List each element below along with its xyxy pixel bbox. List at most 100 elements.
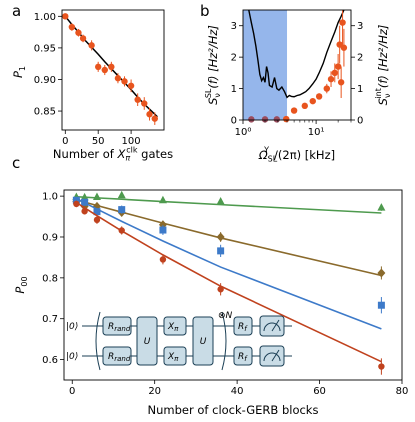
panel-b-shaded-band	[243, 10, 288, 120]
panel-c-y-tick-label: 0.9	[42, 232, 58, 243]
panel-b-right-y-tick-label: 1	[357, 84, 363, 95]
ket-bottom: |0⟩	[66, 352, 78, 362]
panel-a-data-point	[62, 13, 69, 20]
panel-c-y-tick-label: 0.6	[42, 355, 58, 366]
ket-top: |0⟩	[66, 322, 78, 332]
panel-b-left-y-tick-label: 3	[231, 21, 237, 32]
panel-b: 10⁰ 10¹ 0 1 2 3 0 1 2 3 ΩSLY/(2π) [kHz] SνSL(f) […	[204, 9, 392, 164]
panel-c-x-tick-label: 0	[69, 386, 75, 397]
panel-b-data-point	[283, 115, 290, 123]
panel-a: 0 50 100 0.85 0.90 0.95 1.00 Number of Xπclk g…	[11, 9, 173, 163]
u-gate-2: U	[192, 316, 214, 366]
panel-b-data-point	[334, 63, 342, 70]
svg-text:Rf: Rf	[238, 352, 248, 363]
panel-b-marker-point	[261, 116, 269, 123]
r-final-gate-bottom: Rf	[233, 346, 253, 366]
repeat-label: ⊗N	[218, 311, 233, 321]
panel-b-data-point	[331, 69, 338, 77]
panel-c-data-point-square	[81, 198, 89, 206]
panel-c-data-point-triangle	[92, 192, 101, 200]
measurement-icon-top	[259, 315, 285, 337]
x-pi-gate-bottom: Xπ	[163, 346, 187, 366]
panel-c-fit-curve-square	[76, 197, 382, 330]
panel-c-data-point-diamond	[377, 268, 386, 278]
panel-c-data-point-square	[118, 206, 126, 214]
panel-a-y-tick-label: 1.00	[34, 12, 56, 23]
panel-c-data-point-square	[159, 226, 167, 234]
x-pi-gate-top: Xπ	[163, 316, 187, 336]
circuit-diagram: |0⟩ |0⟩ Rrand Rrand U Xπ Xπ	[66, 311, 292, 371]
panel-b-left-y-axis-label: SνSL(f) [Hz²/Hz]	[204, 25, 222, 105]
panel-b-data-point	[290, 107, 298, 114]
panel-b-data-point	[339, 19, 346, 26]
panel-c-data-point-square	[377, 301, 385, 309]
panel-label-a: a	[12, 2, 21, 20]
panel-b-x-tick-label: 10⁰	[235, 127, 252, 138]
panel-c-data-point-circle	[81, 208, 88, 215]
panel-b-right-y-tick-label: 3	[357, 21, 363, 32]
panel-c-y-tick-label: 0.8	[42, 273, 58, 284]
panel-c-tick-layer: 0 20 40 60 80 0.6 0.7 0.8 0.9 1.0	[42, 192, 408, 397]
panel-a-y-tick-label: 0.95	[34, 43, 56, 54]
panel-c-data-point-triangle	[117, 190, 126, 199]
panel-b-left-y-tick-label: 1	[231, 84, 237, 95]
panel-c-data-point-square	[93, 208, 101, 216]
panel-label-c: c	[12, 154, 20, 172]
panel-a-y-axis-label: P1	[11, 66, 27, 78]
panel-a-data-point	[79, 35, 87, 42]
svg-text:U: U	[144, 337, 151, 347]
panel-b-data-point	[327, 75, 335, 83]
svg-text:Rf: Rf	[238, 322, 248, 333]
r-final-gate-top: Rf	[233, 316, 253, 336]
panel-a-data-point	[108, 63, 115, 71]
panel-b-right-y-tick-label: 0	[357, 116, 363, 127]
panel-c-data-point-triangle	[216, 196, 225, 205]
panel-a-data-point	[151, 115, 158, 122]
panel-b-left-y-tick-label: 2	[231, 53, 237, 64]
panel-b-spectrum-line	[248, 9, 345, 99]
panel-b-marker-point	[248, 116, 255, 123]
panel-c-data-point-triangle	[80, 192, 89, 201]
panel-b-data-point	[315, 93, 323, 100]
panel-b-data-point	[323, 85, 330, 92]
panel-c-x-axis-label: Number of clock-GERB blocks	[148, 403, 319, 417]
panel-c-x-tick-label: 80	[396, 386, 409, 397]
panel-c-data-point-square	[217, 247, 225, 255]
panel-a-data-point	[146, 111, 153, 118]
r-rand-gate-bottom: Rrand	[102, 346, 132, 366]
panel-b-x-tick-label: 10¹	[308, 127, 325, 138]
panel-b-data-point	[301, 102, 308, 110]
svg-text:Rrand: Rrand	[108, 322, 131, 333]
svg-text:Xπ: Xπ	[167, 352, 179, 363]
panel-c-y-axis-label: P00	[13, 276, 29, 293]
panel-a-data-point	[134, 96, 141, 103]
r-rand-gate-top: Rrand	[102, 316, 132, 336]
panel-a-data-point	[101, 66, 108, 74]
panel-b-axes-frame	[242, 9, 352, 121]
panel-b-data-point	[340, 44, 348, 51]
panel-a-y-tick-label: 0.85	[34, 107, 56, 118]
panel-c-data-point-triangle	[377, 203, 386, 211]
panel-label-b: b	[200, 2, 210, 20]
panel-a-data-point	[121, 78, 128, 85]
panel-c-data-point-square	[72, 196, 80, 204]
panel-c-data-point-diamond	[216, 232, 225, 242]
repeat-bracket-left	[95, 311, 101, 371]
panel-b-tick-layer: 10⁰ 10¹ 0 1 2 3 0 1 2 3	[231, 21, 364, 138]
panel-a-data-point	[88, 42, 95, 49]
panel-c-data-point-circle	[118, 227, 125, 234]
panel-c-data-point-circle	[217, 286, 224, 293]
panel-a-data-point	[141, 100, 148, 107]
panel-c-x-tick-label: 20	[148, 386, 161, 397]
panel-c-data-point-circle	[73, 200, 80, 208]
u-gate-1: U	[136, 316, 158, 366]
panel-c-data-layer	[72, 190, 386, 375]
panel-c-axes-frame	[63, 189, 403, 381]
panel-a-x-tick-label: 0	[62, 136, 68, 147]
svg-text:U: U	[200, 337, 207, 347]
panel-b-right-y-axis-label: Sνint(f) [Hz²/Hz]	[374, 25, 392, 106]
panel-c-x-tick-label: 40	[231, 386, 244, 397]
panel-c-data-point-circle	[378, 363, 385, 370]
panel-a-data-layer	[62, 13, 158, 125]
